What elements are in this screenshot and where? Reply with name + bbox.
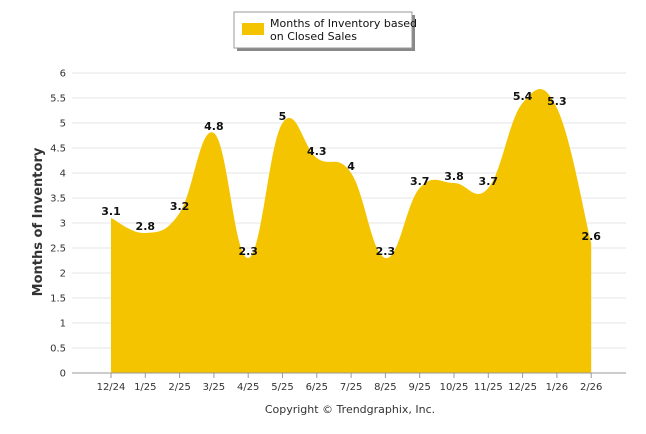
y-tick-label: 1 [60,319,66,330]
data-label: 4.8 [204,120,224,133]
x-tick-label: 6/25 [306,382,328,393]
copyright-credit: Copyright © Trendgraphix, Inc. [265,403,435,416]
x-tick-label: 9/25 [408,382,430,393]
data-label: 5 [279,110,287,123]
x-tick-label: 8/25 [374,382,396,393]
y-tick-label: 2 [60,269,66,280]
x-tick-label: 2/26 [580,382,602,393]
x-tick-label: 11/25 [474,382,503,393]
x-tick-label: 1/26 [546,382,568,393]
y-tick-label: 1.5 [50,294,66,305]
x-tick-label: 2/25 [168,382,190,393]
area-series [111,88,592,373]
y-tick-label: 0.5 [50,344,66,355]
y-axis-title: Months of Inventory [31,147,46,296]
y-tick-label: 4.5 [50,144,66,155]
y-tick-label: 6 [60,69,66,80]
y-tick-label: 5.5 [50,94,66,105]
data-label: 3.2 [170,200,190,213]
x-tick-label: 12/24 [97,382,126,393]
x-tick-label: 7/25 [340,382,362,393]
x-tick-label: 5/25 [271,382,293,393]
data-label: 2.6 [581,230,601,243]
data-label: 3.1 [101,205,121,218]
data-label: 3.8 [444,170,464,183]
data-label: 2.3 [238,245,258,258]
data-label: 5.3 [547,95,567,108]
y-tick-label: 4 [60,169,66,180]
data-label: 4.3 [307,145,327,158]
y-tick-label: 2.5 [50,244,66,255]
data-label: 3.7 [479,175,499,188]
y-tick-label: 5 [60,119,66,130]
legend: Months of Inventory based on Closed Sale… [233,11,417,51]
y-tick-label: 3 [60,219,66,230]
x-tick-label: 10/25 [440,382,469,393]
x-axis-ticks: 12/24 1/25 2/25 3/25 4/25 5/25 6/25 7/25 8/25 9/2… [97,373,602,393]
data-label: 3.7 [410,175,430,188]
data-label: 2.8 [136,220,156,233]
y-axis-ticks: 0 0.5 1 1.5 2 2.5 3 3.5 4 4.5 5 5.5 6 [50,69,66,380]
y-tick-label: 3.5 [50,194,66,205]
legend-label-line-1: Months of Inventory based [270,17,417,30]
x-tick-label: 1/25 [134,382,156,393]
x-tick-label: 12/25 [508,382,537,393]
data-label: 5.4 [513,90,533,103]
y-tick-label: 0 [60,369,66,380]
x-tick-label: 4/25 [237,382,259,393]
data-labels: 3.1 2.8 3.2 4.8 2.3 5 4.3 4 2.3 3.7 3.8 3.7 5.4 5.3 2.… [101,90,601,258]
data-label: 2.3 [376,245,396,258]
x-tick-label: 3/25 [203,382,225,393]
legend-label-line-2: on Closed Sales [270,30,357,43]
legend-swatch [242,23,264,35]
data-label: 4 [347,160,355,173]
